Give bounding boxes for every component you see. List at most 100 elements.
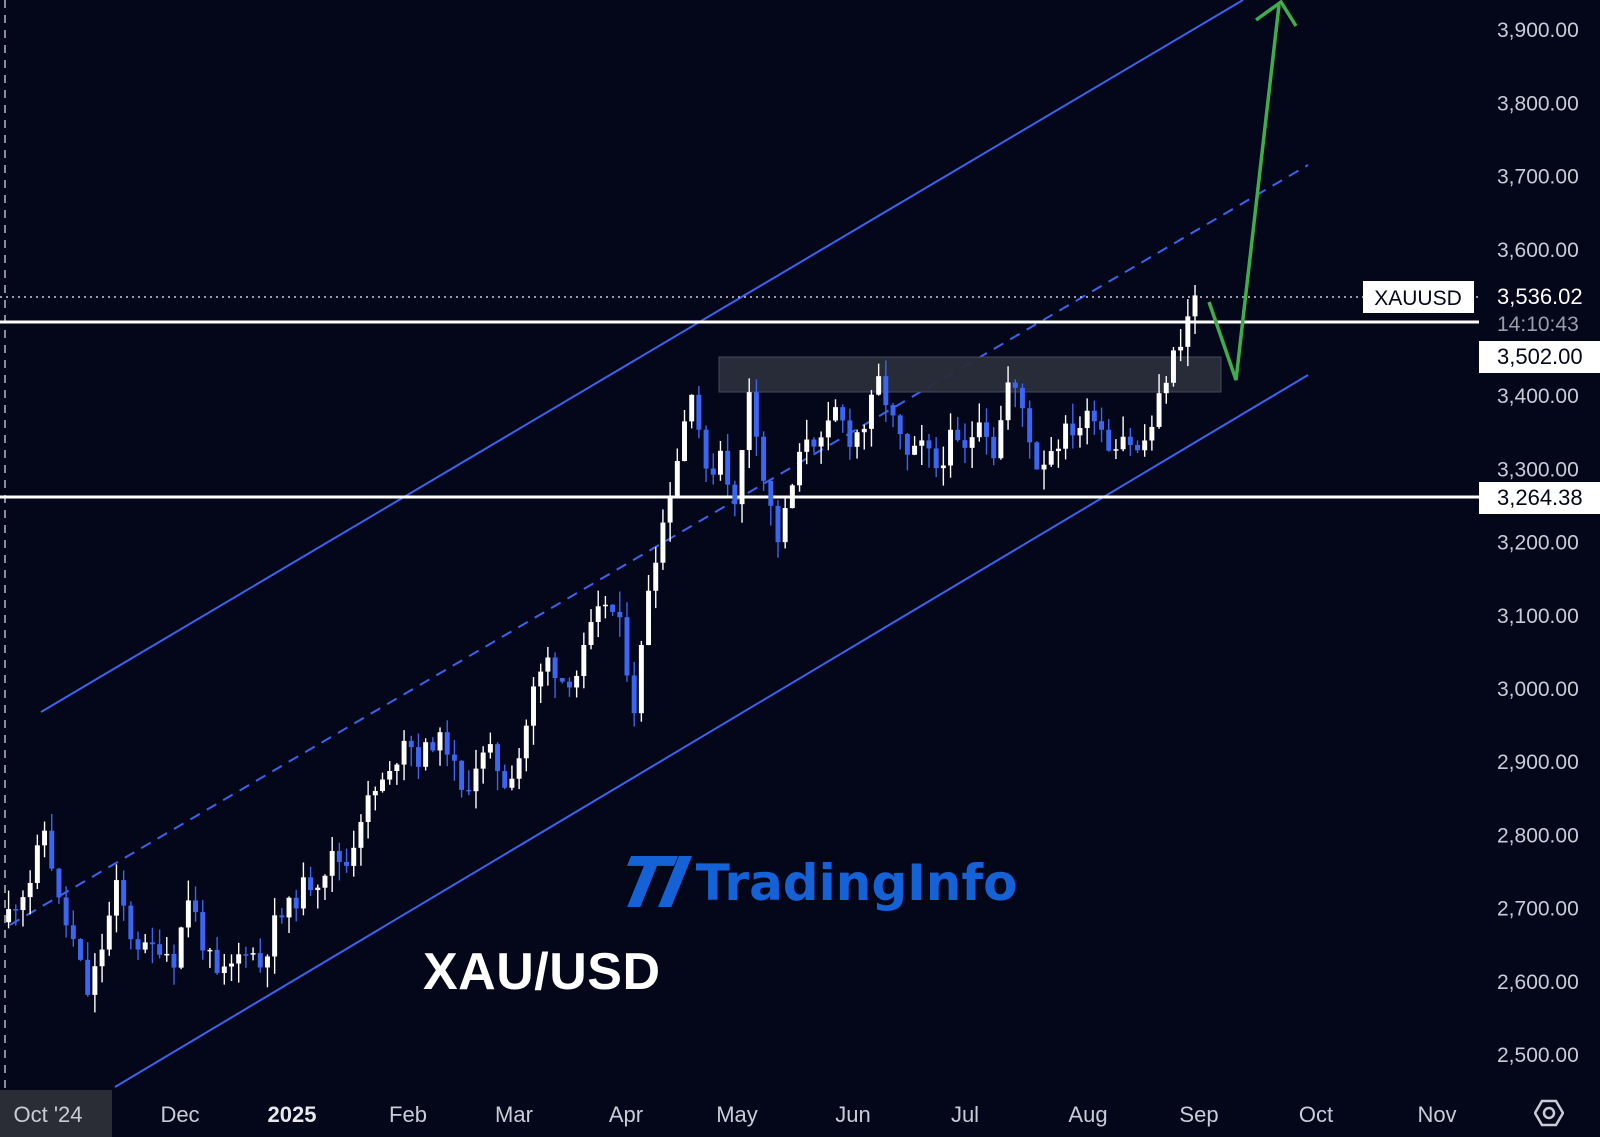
candle-up (739, 450, 745, 505)
candle-down (710, 468, 716, 475)
x-tick-label: Jun (835, 1102, 870, 1127)
x-tick-label: Oct (1299, 1102, 1333, 1127)
candle-down (13, 909, 19, 911)
candle-down (559, 678, 565, 682)
candle-down (753, 392, 759, 437)
candle-up (1192, 295, 1198, 317)
candle-up (969, 437, 975, 448)
candle-up (912, 445, 918, 455)
y-tick-label: 3,000.00 (1497, 678, 1579, 701)
candle-up (1156, 393, 1162, 427)
candle-down (840, 407, 846, 421)
candle-up (480, 752, 486, 769)
channel-lower-line[interactable] (114, 374, 1309, 1088)
y-tick-label: 3,200.00 (1497, 532, 1579, 555)
candle-down (768, 480, 774, 506)
candle-down (725, 450, 731, 485)
forecast-arrow-path (1207, 4, 1281, 381)
tradinginfo-logo-text: TradingInfo (695, 854, 1018, 912)
candle-up (1005, 382, 1011, 421)
candle-down (1070, 423, 1076, 436)
candle-down (430, 742, 436, 751)
x-tick-label: Sep (1179, 1102, 1218, 1127)
candle-down (1106, 429, 1112, 451)
candle-up (1170, 350, 1176, 383)
candle-down (847, 420, 853, 447)
candle-up (42, 830, 48, 846)
candle-up (142, 942, 148, 950)
candle-up (473, 768, 479, 792)
candlestick-series (6, 285, 1198, 1013)
candle-up (380, 779, 385, 791)
x-tick-label: Nov (1417, 1102, 1456, 1127)
candle-up (272, 915, 278, 957)
candle-down (1135, 444, 1140, 451)
candle-down (78, 938, 83, 960)
candle-down (991, 436, 997, 459)
candle-up (437, 732, 443, 751)
candle-up (689, 394, 695, 422)
candle-up (861, 428, 867, 433)
candle-down (1091, 410, 1097, 422)
channel-upper-line[interactable] (40, 0, 1244, 713)
candle-up (1113, 449, 1119, 451)
price-axis[interactable]: 3,900.00 3,800.00 3,700.00 3,600.00 3,400.00… (1497, 19, 1579, 1067)
candle-down (171, 953, 177, 968)
time-axis[interactable]: Oct '24 Dec 2025 Feb Mar Apr May Jun Jul Aug Sep Oc… (13, 1102, 1456, 1127)
candle-up (868, 394, 874, 429)
x-tick-label: May (716, 1102, 758, 1127)
candle-up (113, 880, 119, 916)
channel-median-line[interactable] (9, 164, 1309, 926)
candle-up (782, 508, 788, 543)
candle-down (193, 900, 199, 913)
candle-up (329, 850, 335, 876)
candle-down (157, 944, 163, 955)
level-tag-3264: 3,264.38 (1479, 482, 1600, 514)
y-tick-label: 2,900.00 (1497, 751, 1579, 774)
candle-up (487, 744, 493, 753)
countdown-text: 14:10:43 (1497, 313, 1579, 336)
candle-up (178, 927, 184, 968)
y-tick-label: 2,700.00 (1497, 898, 1579, 921)
candle-down (279, 915, 285, 918)
candle-up (948, 429, 954, 466)
candle-up (221, 966, 227, 974)
candle-down (56, 868, 62, 898)
candle-up (387, 770, 393, 780)
settings-gear-icon[interactable] (1534, 1098, 1564, 1128)
candle-up (746, 392, 752, 451)
candle-up (581, 644, 587, 676)
resistance-zone[interactable] (718, 356, 1222, 393)
candle-up (574, 675, 580, 688)
candle-down (70, 925, 76, 939)
candle-down (459, 760, 465, 790)
candle-down (696, 394, 702, 430)
candle-up (1084, 410, 1090, 429)
candle-up (545, 657, 551, 672)
candle-down (955, 429, 961, 441)
candle-up (20, 897, 26, 911)
candle-up (286, 897, 292, 918)
candle-up (660, 522, 666, 563)
candle-down (495, 744, 501, 772)
y-tick-label: 3,600.00 (1497, 239, 1579, 262)
level-tag-3502-text: 3,502.00 (1497, 344, 1583, 369)
candle-up (818, 437, 824, 447)
candle-up (372, 790, 378, 796)
candle-up (516, 758, 522, 779)
x-tick-label: Aug (1068, 1102, 1107, 1127)
candle-down (214, 949, 220, 974)
candle-down (444, 732, 450, 755)
y-tick-label: 2,600.00 (1497, 971, 1579, 994)
candle-up (1163, 382, 1169, 394)
candle-up (164, 953, 170, 956)
candle-up (876, 376, 882, 395)
candle-up (602, 604, 608, 607)
x-tick-label: Mar (495, 1102, 533, 1127)
candle-up (1041, 464, 1047, 470)
candle-up (804, 439, 810, 452)
candle-down (200, 912, 206, 951)
candle-up (854, 432, 860, 447)
candle-up (653, 562, 659, 591)
